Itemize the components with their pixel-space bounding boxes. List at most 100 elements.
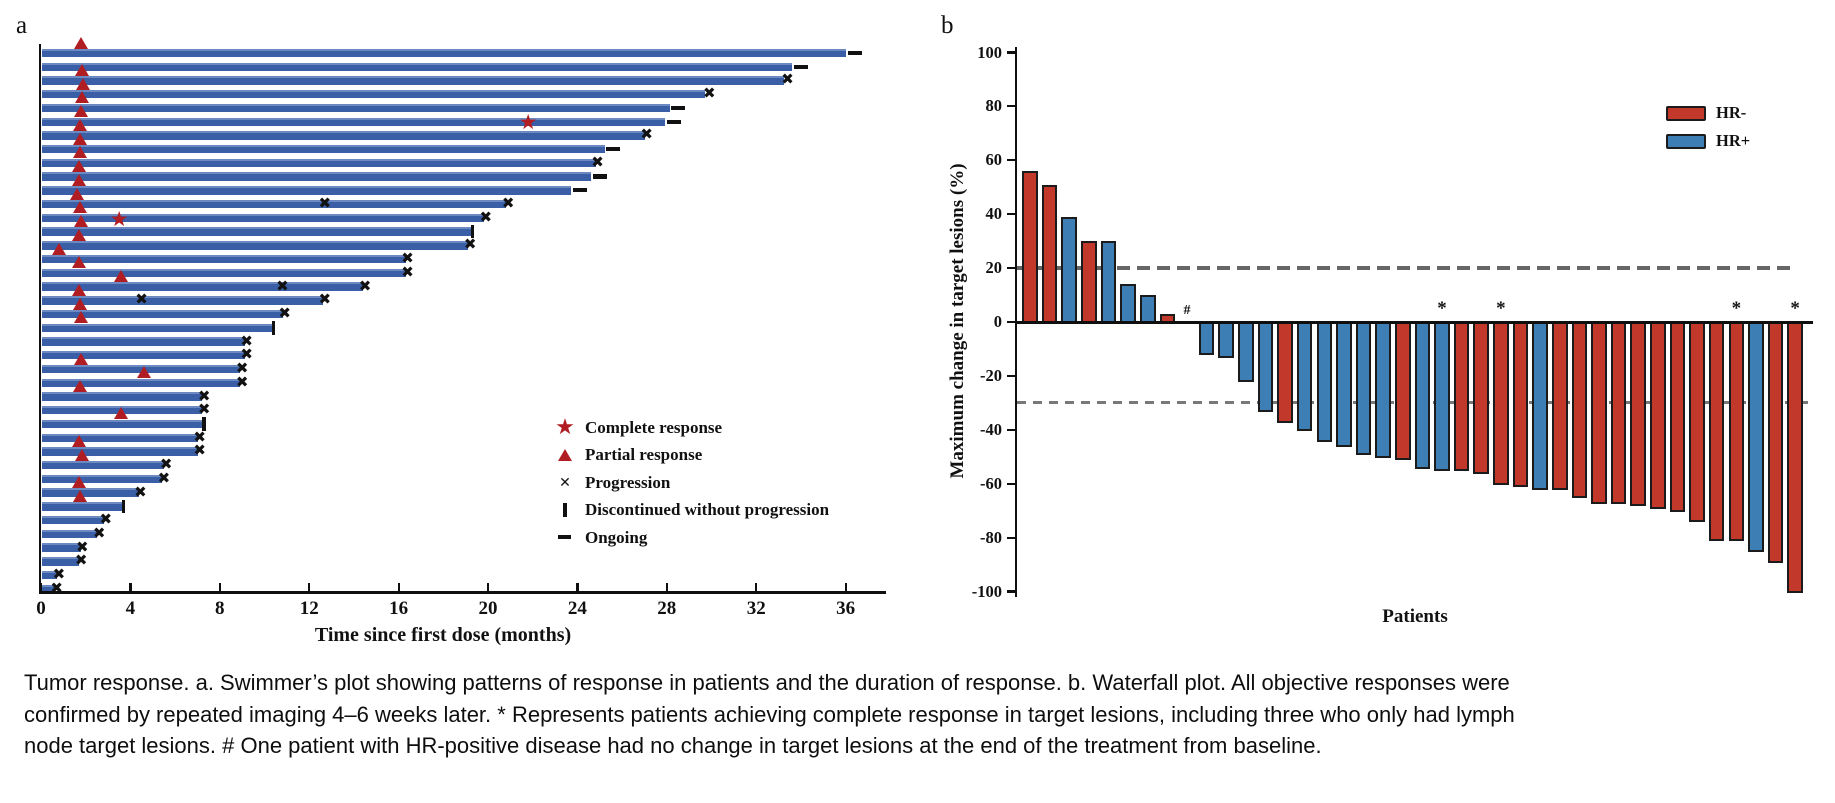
partial-response-triangle-icon (74, 352, 89, 365)
partial-response-triangle-icon (73, 132, 88, 145)
partial-response-triangle-icon (75, 63, 90, 76)
swimmer-x-tick-label: 4 (125, 598, 136, 619)
progression-x-marker: ✖ (401, 248, 414, 267)
swimmer-x-axis-line (38, 591, 886, 594)
waterfall-y-tick-label: 100 (977, 42, 1002, 62)
partial-response-triangle-icon (73, 380, 88, 392)
waterfall-bar (1120, 284, 1136, 324)
waterfall-y-tick-label: 80 (985, 96, 1003, 116)
progression-x-marker: ✖ (52, 565, 66, 584)
swimmer-bar (41, 268, 406, 278)
waterfall-x-axis-title: Patients (1382, 606, 1448, 627)
legend-x-icon: ✕ (559, 474, 571, 491)
panel-b-label: b (941, 12, 954, 39)
complete-response-asterisk: * (1731, 298, 1742, 319)
waterfall-bar (1336, 321, 1352, 447)
progression-x-marker: ✖ (318, 290, 332, 309)
swimmer-x-tick (487, 583, 490, 591)
swimmer-bar (41, 584, 55, 594)
partial-response-triangle-icon (74, 311, 89, 324)
swimmer-legend-marker-star: ★ (552, 417, 578, 439)
ref-line-minus30 (1017, 401, 1808, 405)
swimmer-bar (41, 62, 793, 71)
swimmer-x-tick-label: 16 (389, 598, 409, 619)
waterfall-bar (1100, 241, 1117, 324)
swimmer-bar (41, 213, 485, 223)
partial-response-triangle-icon (69, 187, 84, 200)
legend-discontinued-icon (563, 503, 567, 517)
waterfall-y-tick (1006, 267, 1015, 270)
waterfall-bar (1453, 321, 1470, 472)
swimmer-bar (41, 378, 241, 387)
progression-x-marker: ✖ (591, 152, 604, 171)
waterfall-bar (1551, 321, 1568, 491)
waterfall-bar (1767, 321, 1784, 563)
partial-response-triangle-icon (73, 118, 88, 131)
waterfall-legend-label: HR+ (1716, 131, 1751, 150)
swimmer-bar (41, 337, 245, 346)
waterfall-bar (1375, 321, 1391, 458)
swimmer-bar (41, 227, 471, 236)
partial-response-triangle-icon (73, 201, 88, 214)
progression-x-marker: ✖ (278, 303, 291, 322)
swimmer-x-tick (755, 583, 758, 591)
waterfall-bar (1218, 321, 1234, 359)
waterfall-bar (1728, 321, 1745, 542)
swimmer-bar (41, 543, 81, 552)
waterfall-bar (1630, 321, 1646, 507)
partial-response-triangle-icon (75, 91, 90, 104)
swimmer-bar (41, 488, 139, 497)
progression-x-marker: ✖ (276, 276, 289, 295)
waterfall-bar (1748, 321, 1764, 553)
waterfall-y-tick-label: -100 (971, 581, 1002, 601)
progression-x-marker: ✖ (358, 276, 372, 295)
waterfall-y-tick (1006, 590, 1015, 593)
progression-x-marker: ✖ (401, 262, 414, 281)
progression-x-marker: ✖ (235, 358, 249, 377)
waterfall-bar (1081, 241, 1097, 324)
waterfall-bar (1512, 321, 1529, 488)
swimmer-legend-marker-bar (552, 499, 578, 521)
progression-x-marker: ✖ (318, 194, 332, 213)
figure-caption: Tumor response. a. Swimmer’s plot showin… (24, 670, 1515, 758)
ongoing-dash-marker (671, 105, 686, 110)
partial-response-triangle-icon (114, 270, 129, 283)
waterfall-y-tick (1006, 428, 1015, 431)
waterfall-bar (1787, 321, 1803, 593)
panel-a-label: a (16, 12, 28, 39)
discontinued-marker (271, 321, 276, 335)
discontinued-marker (121, 499, 126, 514)
waterfall-bar (1571, 321, 1588, 499)
swimmer-legend-label: Partial response (585, 445, 703, 465)
swimmer-x-tick (665, 583, 668, 591)
partial-response-triangle-icon (71, 283, 86, 296)
swimmer-bar (41, 241, 469, 250)
discontinued-marker (202, 417, 206, 431)
swimmer-x-tick-label: 0 (36, 598, 46, 619)
waterfall-bar (1041, 184, 1058, 324)
ongoing-dash-marker (793, 64, 808, 69)
progression-x-marker: ✖ (640, 125, 653, 144)
progression-x-marker: ✖ (159, 455, 173, 474)
swimmer-y-axis-line (38, 44, 41, 594)
swimmer-x-tick-label: 12 (299, 598, 319, 619)
swimmer-x-tick (308, 583, 311, 591)
partial-response-triangle-icon (74, 215, 89, 228)
waterfall-bar (1473, 321, 1490, 474)
progression-x-marker: ✖ (240, 331, 253, 350)
waterfall-zero-line (1015, 320, 1813, 324)
ongoing-dash-marker (606, 146, 621, 152)
waterfall-plot: # * * * * 100 80 60 40 20 0 -20 -40 -60 -80 -100 HR- HR+ (900, 0, 1835, 660)
swimmer-legend-label: Ongoing (585, 527, 648, 547)
swimmer-bar (41, 557, 80, 566)
partial-response-triangle-icon (71, 160, 86, 173)
progression-x-marker: ✖ (193, 441, 206, 460)
waterfall-bar (1610, 321, 1627, 504)
waterfall-bar (1394, 321, 1411, 461)
progression-x-marker: ✖ (197, 400, 211, 419)
partial-response-triangle-icon (71, 173, 86, 186)
complete-response-asterisk: * (1496, 298, 1506, 319)
waterfall-bar (1689, 321, 1705, 523)
waterfall-bar (1277, 321, 1293, 423)
waterfall-bar (1355, 321, 1372, 456)
